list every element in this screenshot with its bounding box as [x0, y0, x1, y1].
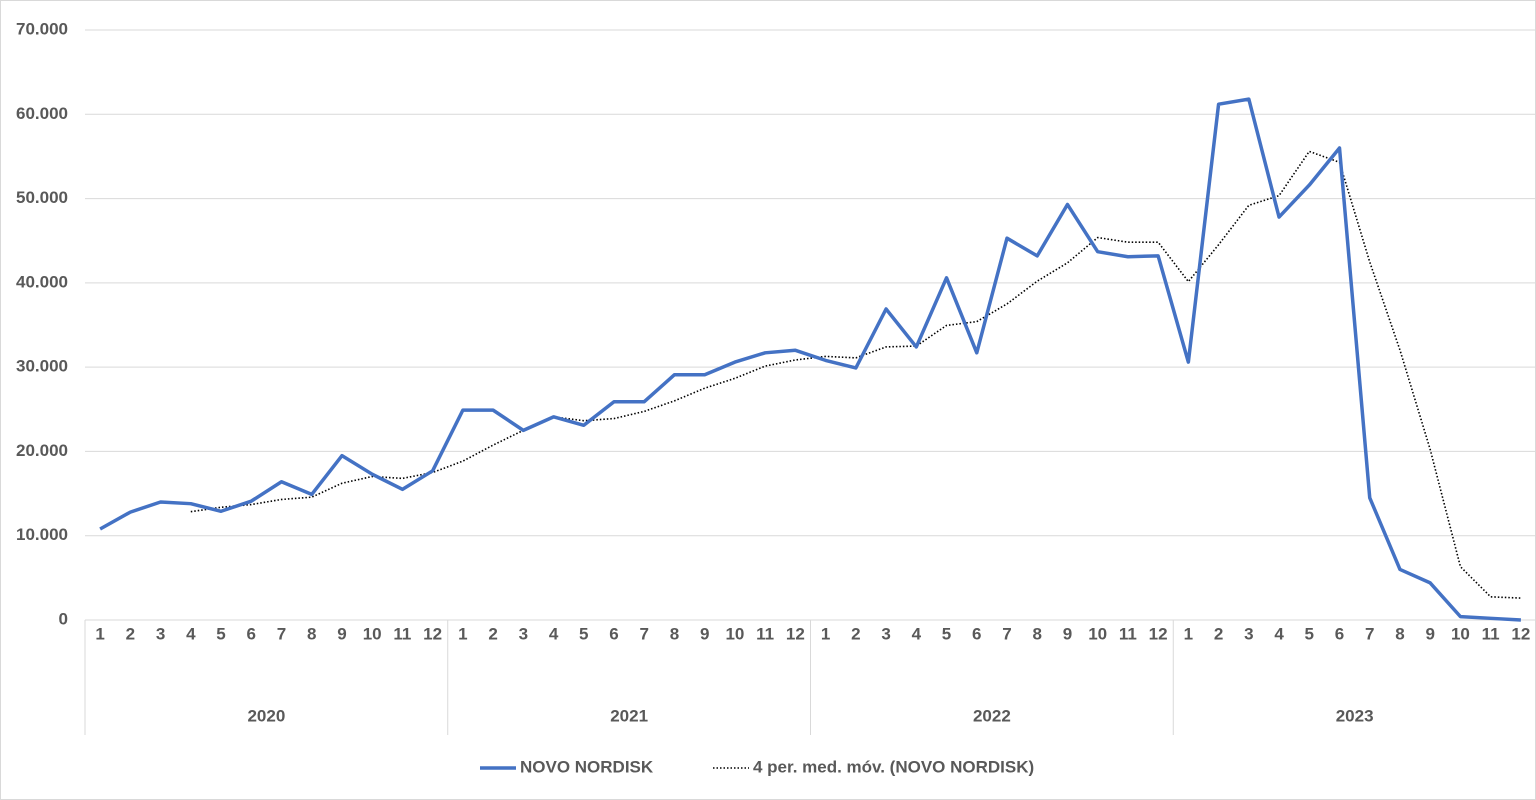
series-line	[99, 97, 1521, 622]
x-tick-label: 9	[700, 624, 709, 643]
y-tick-label: 40.000	[16, 272, 68, 291]
x-tick-label: 6	[972, 624, 981, 643]
x-tick-label: 1	[95, 624, 104, 643]
x-tick-label: 1	[458, 624, 467, 643]
series-line	[190, 150, 1521, 599]
x-tick-label: 2	[851, 624, 860, 643]
legend-label: NOVO NORDISK	[520, 757, 654, 776]
x-tick-label: 11	[1119, 624, 1137, 643]
x-tick-label: 6	[609, 624, 618, 643]
group-label: 2020	[247, 706, 285, 725]
x-tick-label: 9	[1063, 624, 1072, 643]
x-tick-label: 11	[1482, 624, 1500, 643]
x-tick-label: 12	[1511, 624, 1530, 643]
x-tick-label: 5	[942, 624, 951, 643]
x-tick-label: 6	[1335, 624, 1344, 643]
x-tick-label: 8	[670, 624, 679, 643]
x-tick-label: 4	[1274, 624, 1284, 643]
x-tick-label: 1	[821, 624, 830, 643]
x-tick-label: 2	[126, 624, 135, 643]
x-tick-label: 9	[337, 624, 346, 643]
x-tick-label: 6	[247, 624, 256, 643]
y-tick-label: 30.000	[16, 357, 68, 376]
x-tick-label: 12	[1149, 624, 1168, 643]
x-tick-label: 8	[1032, 624, 1041, 643]
y-tick-label: 20.000	[16, 441, 68, 460]
y-tick-label: 0	[59, 609, 68, 628]
x-tick-label: 8	[307, 624, 316, 643]
x-tick-label: 10	[725, 624, 744, 643]
group-label: 2021	[610, 706, 648, 725]
y-tick-label: 10.000	[16, 525, 68, 544]
x-tick-label: 7	[1002, 624, 1011, 643]
x-tick-label: 11	[393, 624, 411, 643]
x-tick-label: 7	[640, 624, 649, 643]
x-tick-label: 5	[216, 624, 225, 643]
x-tick-label: 3	[156, 624, 165, 643]
y-tick-label: 60.000	[16, 104, 68, 123]
group-label: 2023	[1336, 706, 1374, 725]
x-tick-label: 10	[1088, 624, 1107, 643]
x-tick-label: 4	[549, 624, 559, 643]
x-tick-label: 11	[756, 624, 774, 643]
x-tick-label: 2	[1214, 624, 1223, 643]
x-tick-label: 1	[1184, 624, 1193, 643]
x-tick-label: 5	[579, 624, 588, 643]
x-tick-label: 10	[363, 624, 382, 643]
group-label: 2022	[973, 706, 1011, 725]
y-tick-label: 70.000	[16, 19, 68, 38]
x-tick-label: 10	[1451, 624, 1470, 643]
x-tick-label: 3	[881, 624, 890, 643]
x-tick-label: 7	[1365, 624, 1374, 643]
y-tick-label: 50.000	[16, 188, 68, 207]
x-tick-label: 12	[423, 624, 442, 643]
x-tick-label: 3	[519, 624, 528, 643]
x-tick-label: 4	[912, 624, 922, 643]
x-tick-label: 4	[186, 624, 196, 643]
legend-label: 4 per. med. móv. (NOVO NORDISK)	[753, 757, 1034, 776]
x-tick-label: 12	[786, 624, 805, 643]
x-tick-label: 2	[488, 624, 497, 643]
x-tick-label: 9	[1425, 624, 1434, 643]
x-tick-label: 8	[1395, 624, 1404, 643]
x-tick-label: 3	[1244, 624, 1253, 643]
x-tick-label: 7	[277, 624, 286, 643]
x-tick-label: 5	[1305, 624, 1314, 643]
